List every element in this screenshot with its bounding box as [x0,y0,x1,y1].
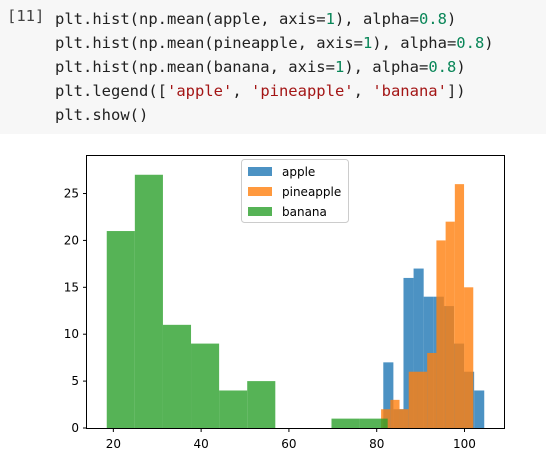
histogram-bar [445,221,455,428]
histogram-bar [474,390,485,428]
code-token: ), alpha= [344,58,429,76]
histogram-chart: 20 40 60 80 100 0 5 10 15 20 25 apple pineapple ban… [64,155,505,451]
legend-swatch [248,167,272,176]
histogram-bar [247,381,276,428]
code-token: ) [446,10,457,28]
x-tick-label: 100 [453,437,476,451]
histogram-bar [191,343,220,428]
code-token: , [232,82,251,100]
histogram-bar [359,418,388,428]
cell-output: 20 40 60 80 100 0 5 10 15 20 25 apple pineapple ban… [0,134,546,451]
x-tick-label: 60 [281,437,296,451]
x-axis: 20 40 60 80 100 [106,428,476,451]
histogram-bar [331,418,360,428]
code-token: 'banana' [372,82,447,100]
code-token: , [353,82,373,100]
cell-prompt: [11] [7,7,45,25]
code-line: plt.hist(np.mean(banana, axis=1), alpha=… [55,55,494,79]
histogram-bar [134,174,163,428]
y-tick-label: 25 [64,187,79,201]
x-tick-label: 80 [369,437,384,451]
histogram-bar [417,371,428,428]
plot-frame [86,155,505,429]
code-token: ) [456,58,466,76]
code-editor[interactable]: plt.hist(np.mean(apple, axis=1), alpha=0… [55,7,494,127]
chart-legend: apple pineapple banana [241,159,349,223]
x-tick-label: 40 [193,437,208,451]
code-line: plt.hist(np.mean(apple, axis=1), alpha=0… [55,7,494,31]
code-token: 'apple' [166,82,233,100]
histogram-bar [454,184,465,428]
legend-swatch [248,187,272,196]
code-token: 0.8 [456,34,485,52]
histogram-bar [408,371,418,428]
code-line: plt.legend(['apple', 'pineapple', 'banan… [55,79,494,103]
x-tick-label: 20 [106,437,121,451]
code-cell[interactable]: [11] plt.hist(np.mean(apple, axis=1), al… [0,0,546,134]
code-token: ) [484,34,494,52]
code-token: 1 [362,34,373,52]
histogram-bar [219,390,248,428]
code-token: 1 [334,58,345,76]
code-token: 0.8 [428,58,457,76]
histogram-bar [464,287,474,428]
code-token: ), alpha= [334,10,419,28]
y-tick-label: 10 [64,327,79,341]
histogram-bar [390,399,400,428]
code-token: plt.hist(np.mean(pineapple, axis= [55,34,363,52]
histogram-bar [162,324,192,428]
code-line: plt.hist(np.mean(pineapple, axis=1), alp… [55,31,494,55]
legend-label: pineapple [282,185,341,199]
code-token: ]) [446,82,466,100]
y-tick-label: 5 [71,374,79,388]
series-pineapple [381,184,474,428]
y-axis: 0 5 10 15 20 25 [64,187,87,435]
y-tick-label: 20 [64,233,79,247]
legend-label: apple [282,165,315,179]
histogram-bar [383,362,394,428]
legend-label: banana [282,205,327,219]
y-tick-label: 0 [71,421,79,435]
legend-swatch [248,207,272,216]
histogram-bars [106,174,485,428]
y-tick-label: 15 [64,280,79,294]
code-token: plt.hist(np.mean(apple, axis= [55,10,326,28]
histogram-bar [413,268,424,428]
code-token: plt.show() [55,106,149,124]
code-token: 'pineapple' [250,82,354,100]
series-banana [106,174,388,428]
histogram-bar [436,240,446,428]
histogram-bar [427,352,437,428]
histogram-bar [106,231,135,428]
code-token: plt.hist(np.mean(banana, axis= [55,58,335,76]
histogram-bar [399,409,409,428]
code-token: plt.legend([ [55,82,167,100]
code-token: 0.8 [418,10,447,28]
code-token: 1 [325,10,335,28]
histogram-bar [403,277,414,428]
code-token: ), alpha= [372,34,457,52]
code-line: plt.show() [55,103,494,127]
